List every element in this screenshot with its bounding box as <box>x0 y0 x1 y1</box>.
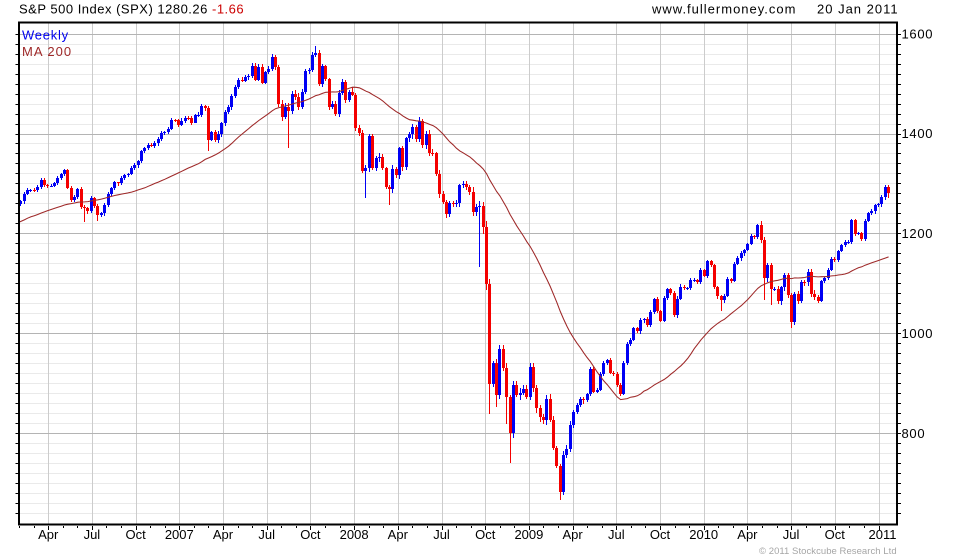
svg-text:Apr: Apr <box>737 527 758 542</box>
svg-text:Jul: Jul <box>258 527 275 542</box>
svg-text:www.fullermoney.com: www.fullermoney.com <box>651 2 796 17</box>
svg-text:Oct: Oct <box>300 527 321 542</box>
svg-text:Jul: Jul <box>433 527 450 542</box>
svg-text:2008: 2008 <box>340 527 369 542</box>
svg-text:Oct: Oct <box>825 527 846 542</box>
svg-text:2010: 2010 <box>689 527 718 542</box>
svg-text:1400: 1400 <box>902 126 934 141</box>
svg-text:Oct: Oct <box>125 527 146 542</box>
svg-text:© 2011 Stockcube Research Ltd: © 2011 Stockcube Research Ltd <box>759 546 897 557</box>
svg-text:MA 200: MA 200 <box>22 44 72 59</box>
svg-text:Jul: Jul <box>84 527 101 542</box>
svg-text:20 Jan 2011: 20 Jan 2011 <box>817 2 899 17</box>
svg-text:1000: 1000 <box>902 326 934 341</box>
svg-text:S&P 500 Index (SPX) 1280.26 -1: S&P 500 Index (SPX) 1280.26 -1.66 <box>19 2 244 17</box>
svg-text:2011: 2011 <box>869 527 897 542</box>
svg-text:2009: 2009 <box>514 527 543 542</box>
svg-text:Jul: Jul <box>783 527 800 542</box>
svg-text:1600: 1600 <box>902 26 934 41</box>
svg-text:Oct: Oct <box>475 527 496 542</box>
svg-text:Apr: Apr <box>213 527 234 542</box>
svg-text:1200: 1200 <box>902 226 934 241</box>
svg-text:Apr: Apr <box>562 527 583 542</box>
svg-text:Apr: Apr <box>38 527 59 542</box>
svg-text:2007: 2007 <box>165 527 194 542</box>
svg-text:Apr: Apr <box>388 527 409 542</box>
svg-text:Jul: Jul <box>608 527 625 542</box>
svg-text:800: 800 <box>902 426 926 441</box>
svg-text:Weekly: Weekly <box>22 28 69 43</box>
svg-text:Oct: Oct <box>650 527 671 542</box>
